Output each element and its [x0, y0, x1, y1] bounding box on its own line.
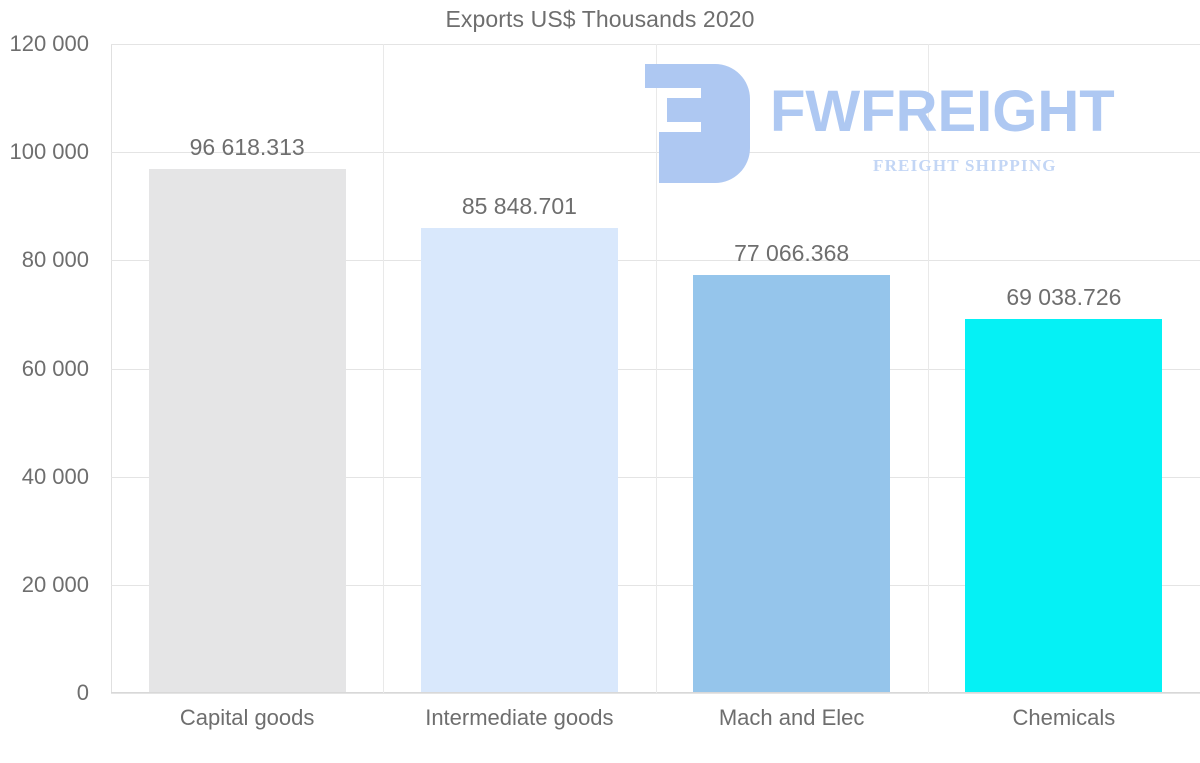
- bar-value-label: 96 618.313: [189, 134, 305, 161]
- bar-intermediate-goods[interactable]: [420, 227, 618, 692]
- x-axis-line: [111, 692, 1200, 693]
- y-axis-tick-label: 80 000: [21, 247, 89, 273]
- y-axis-tick-label: 100 000: [9, 139, 89, 165]
- bar-value-label: 77 066.368: [734, 240, 850, 267]
- y-axis-tick-label: 20 000: [21, 571, 89, 597]
- gridline-vertical: [383, 44, 384, 693]
- gridline-horizontal: [111, 260, 1200, 262]
- y-axis-tick-labels: 0 20 000 40 000 60 000 80 000 100 000 120 000: [0, 31, 101, 705]
- bar-chemicals[interactable]: [965, 318, 1163, 692]
- gridline-horizontal: [111, 368, 1200, 370]
- chart-title: Exports US$ Thousands 2020: [445, 6, 755, 32]
- y-axis-tick-label: 0: [76, 680, 89, 705]
- y-axis-tick-label: 120 000: [9, 31, 89, 56]
- bar-value-label: 69 038.726: [1006, 283, 1122, 310]
- gridline-vertical: [656, 44, 657, 693]
- gridline-horizontal: [111, 44, 1200, 45]
- gridline-vertical: [928, 44, 929, 693]
- gridline-horizontal: [111, 584, 1200, 586]
- y-axis-tick-label: 60 000: [21, 355, 89, 381]
- bar-mach-and-elec[interactable]: [693, 275, 891, 692]
- plot-area: 96 618.313 85 848.701 77 066.368 69 038.726: [111, 44, 1200, 694]
- x-axis-tick-label: Intermediate goods: [425, 705, 614, 730]
- gridline-horizontal: [111, 476, 1200, 478]
- y-axis-tick-label: 40 000: [21, 463, 89, 489]
- bar-value-label: 85 848.701: [461, 192, 577, 219]
- bar-capital-goods[interactable]: [148, 169, 346, 692]
- x-axis-tick-label: Mach and Elec: [718, 705, 865, 730]
- x-axis-tick-label: Capital goods: [179, 705, 315, 730]
- gridline-horizontal: [111, 693, 1200, 694]
- x-axis-tick-label: Chemicals: [1012, 705, 1116, 730]
